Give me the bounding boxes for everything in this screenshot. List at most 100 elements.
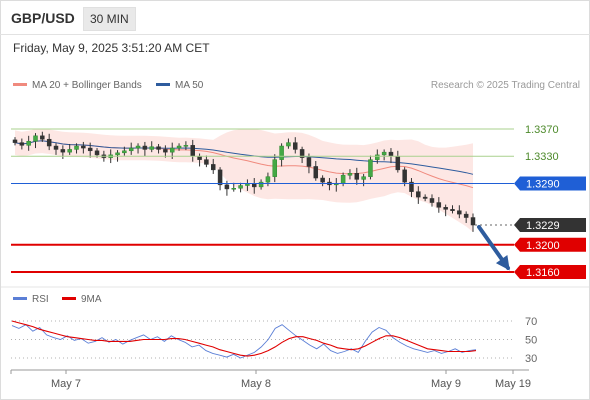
legend-ma20-label: MA 20 + Bollinger Bands <box>32 80 142 91</box>
candle-body <box>340 175 346 184</box>
candle-body <box>436 202 442 208</box>
candle-body <box>183 145 189 147</box>
candle <box>443 204 448 217</box>
ma50-swatch <box>156 82 170 86</box>
candle-body <box>169 147 175 153</box>
candle <box>231 182 236 192</box>
candle-body <box>354 173 360 180</box>
candle <box>313 161 319 181</box>
candle <box>286 138 291 149</box>
candle-body <box>53 145 59 150</box>
candle <box>33 133 38 149</box>
level-tag-1.3229 <box>514 218 586 233</box>
candle-body <box>429 198 435 203</box>
level-tag-1.3290 <box>514 176 586 191</box>
candle-body <box>368 159 373 177</box>
legend-ma20: MA 20 + Bollinger Bands <box>13 80 142 91</box>
candle-body <box>94 150 100 156</box>
candle-body <box>347 173 353 176</box>
bollinger-band-fill <box>15 128 473 232</box>
candle <box>46 133 52 151</box>
candle <box>436 197 442 213</box>
level-label-1.3200: 1.3200 <box>526 240 560 252</box>
candle <box>53 143 59 155</box>
candle-body <box>135 145 141 149</box>
candle <box>67 143 72 155</box>
candle-body <box>463 213 469 218</box>
candle-body <box>224 184 230 190</box>
candle <box>81 141 86 154</box>
candle <box>368 155 373 180</box>
candle-body <box>375 154 380 160</box>
candle-body <box>217 169 223 186</box>
candle-body <box>128 147 134 152</box>
x-tick-label-May-19: May 19 <box>495 378 531 390</box>
candle-body <box>26 141 31 146</box>
candle <box>306 153 312 174</box>
candle-body <box>163 149 168 153</box>
x-tick-label-May-8: May 8 <box>241 378 271 390</box>
candle-body <box>252 183 257 188</box>
candle <box>272 154 278 183</box>
candle-body <box>12 139 18 143</box>
symbol-label: GBP/USD <box>11 10 75 26</box>
candle-body <box>395 155 401 171</box>
candle-body <box>272 159 278 177</box>
rsi-series-9MA <box>11 320 477 357</box>
candle-body <box>19 142 25 146</box>
candle-body <box>299 149 305 158</box>
candle-body <box>409 181 414 192</box>
candle <box>463 211 469 223</box>
candle <box>210 158 216 174</box>
level-label-1.3229: 1.3229 <box>526 220 560 232</box>
candle <box>361 173 366 187</box>
candle <box>457 205 462 219</box>
candle-body <box>388 151 394 157</box>
candle <box>470 213 476 232</box>
candle <box>26 135 31 151</box>
candle-body <box>293 142 298 150</box>
candle-body <box>197 155 202 160</box>
rsi-legend-label: RSI <box>32 294 49 305</box>
candle-body <box>258 181 264 188</box>
candle-body <box>156 146 161 150</box>
forecast-arrow-head <box>495 254 510 271</box>
rsi-tick-30: 30 <box>525 353 537 365</box>
candle-body <box>265 176 271 183</box>
candle-body <box>279 145 284 160</box>
credit-label: Research © 2025 Trading Central <box>430 80 580 91</box>
candle-body <box>46 138 52 147</box>
candle <box>40 131 45 142</box>
timeframe-button[interactable]: 30 MIN <box>83 7 136 31</box>
candle-body <box>422 196 428 199</box>
candle-body <box>231 187 236 190</box>
candle <box>320 175 325 187</box>
candle-body <box>381 151 387 156</box>
candle-body <box>450 209 455 211</box>
level-tag-1.3200 <box>514 237 586 252</box>
level-label-1.3370: 1.3370 <box>525 124 559 136</box>
candle-body <box>457 210 462 215</box>
legend-ma50-label: MA 50 <box>175 80 204 91</box>
candle <box>128 142 134 155</box>
candle-body <box>320 177 325 183</box>
candle-body <box>443 207 448 210</box>
candle <box>163 145 168 158</box>
x-tick-label-May-7: May 7 <box>51 378 81 390</box>
candle <box>409 178 414 198</box>
candle <box>416 186 421 204</box>
candle-body <box>286 142 291 147</box>
rsi-tick-70: 70 <box>525 316 537 328</box>
level-label-1.3330: 1.3330 <box>525 151 559 163</box>
candle <box>450 205 455 214</box>
x-tick-label-May-9: May 9 <box>431 378 461 390</box>
legend-ma50: MA 50 <box>156 80 203 91</box>
candle-body <box>33 135 38 142</box>
header-bar: GBP/USD 30 MIN <box>0 0 590 35</box>
candle-body <box>149 146 154 150</box>
rsi-tick-50: 50 <box>525 335 537 347</box>
candle-body <box>87 147 93 152</box>
rsi-series-RSI <box>11 324 477 359</box>
candle-body <box>470 217 476 226</box>
